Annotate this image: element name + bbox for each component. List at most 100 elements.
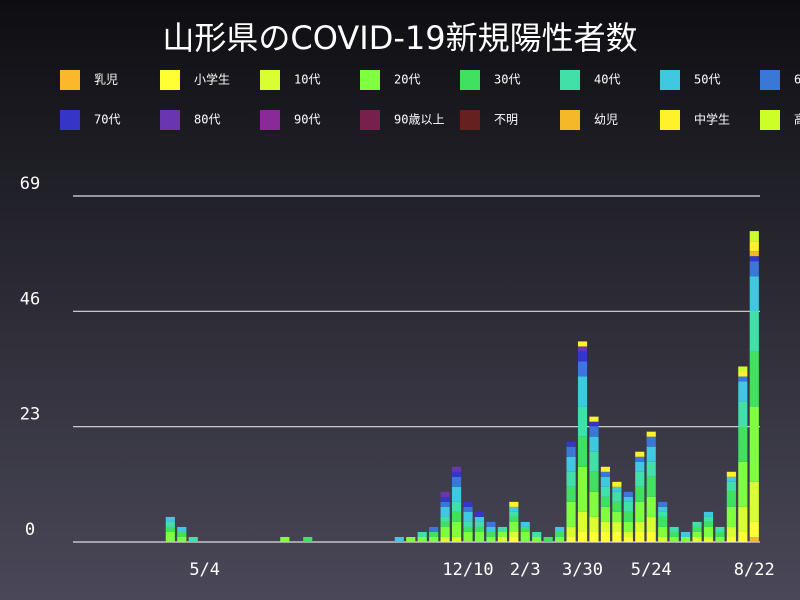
bar-segment [646,496,656,517]
bar-segment [738,531,748,542]
bar-segment [589,471,599,492]
bar-segment [177,526,187,532]
bar-segment [555,526,565,532]
bar-segment [600,531,611,542]
bar-segment [486,536,496,542]
legend-swatch [760,70,780,90]
bar-segment [474,516,485,522]
bar-segment [532,531,542,537]
bar-segment [646,516,656,532]
bar-segment [451,521,462,537]
legend-swatch [260,110,280,130]
bar-segment [429,526,439,532]
y-tick-label: 0 [25,520,35,540]
bar-segment [474,511,485,517]
bar-segment [566,441,576,447]
bar-segment [715,526,725,532]
bar-segment [623,491,633,497]
bar-segment [612,481,622,487]
bar-segment [429,531,439,537]
legend-swatch [660,110,680,130]
bar-segment [463,511,473,522]
bar-segment [451,536,462,542]
bar-segment [566,526,576,537]
bar-segment [715,531,725,537]
legend-label: 90代 [294,113,320,127]
bar-segment [440,526,450,537]
bar-segment [749,311,759,352]
legend-label: 60代 [794,73,800,87]
legend-swatch [660,70,680,90]
bar-segment [440,506,450,517]
bar-segment [612,521,622,532]
bar-segment [577,511,588,532]
bar-segment [623,521,633,532]
bar-segment [726,481,736,492]
bar-segment [749,231,759,242]
bar-segment [749,241,759,252]
x-tick-label: 3/30 [562,560,603,580]
bar-segment [635,531,645,542]
bar-segment [440,496,450,502]
bar-segment [440,521,450,527]
legend-label: 80代 [194,113,220,127]
legend-swatch [760,110,780,130]
bar-segment [463,531,473,542]
bar-segment [646,476,656,497]
bar-segment [749,406,759,482]
bar-segment [589,416,599,422]
bar-segment [474,521,485,527]
bar-segment [589,426,599,437]
legend-label: 中学生 [694,112,730,127]
bar-segment [738,381,748,402]
bar-segment [738,506,748,532]
bar-segment [646,431,656,437]
legend-swatch [460,110,480,130]
legend-label: 40代 [594,73,620,87]
bar-segment [463,506,473,512]
bar-segment [680,531,691,537]
bar-segment [646,446,656,462]
bar-segment [509,531,519,537]
bar-segment [188,536,198,542]
bar-segment [669,536,679,542]
bar-segment [451,466,462,472]
bar-segment [509,506,519,512]
legend-swatch [560,70,580,90]
bar-segment [692,531,702,537]
x-tick-label: 8/22 [734,560,775,580]
bar-segment [589,516,599,532]
bar-segment [738,366,748,372]
bar-segment [726,491,736,507]
legend-swatch [160,70,180,90]
legend-label: 不明 [494,113,518,127]
legend-label: 幼児 [594,113,618,127]
legend-label: 70代 [94,113,120,127]
legend-label: 50代 [694,73,720,87]
legend-label: 小学生 [194,72,230,87]
bar-segment [658,501,668,507]
bar-segment [692,536,702,542]
bar-segment [543,536,553,542]
bar-segment [577,346,588,352]
bar-segment [623,536,633,542]
bar-segment [726,476,736,482]
bar-segment [646,436,656,447]
bar-segment [738,371,748,377]
bar-segment [623,496,633,502]
bar-segment [520,531,530,542]
bar-segment [749,521,759,537]
bar-segment [577,406,588,437]
legend-label: 30代 [494,73,520,87]
bar-segment [577,531,588,542]
bar-segment [600,466,611,472]
bar-segment [612,531,622,542]
bar-segment [165,516,175,522]
x-tick-label: 2/3 [510,560,541,580]
bar-segment [612,491,622,502]
bar-segment [738,401,748,427]
bar-segment [577,361,588,377]
legend-label: 10代 [294,73,320,87]
bar-segment [600,521,611,532]
legend-label: 高校生 [794,112,800,127]
